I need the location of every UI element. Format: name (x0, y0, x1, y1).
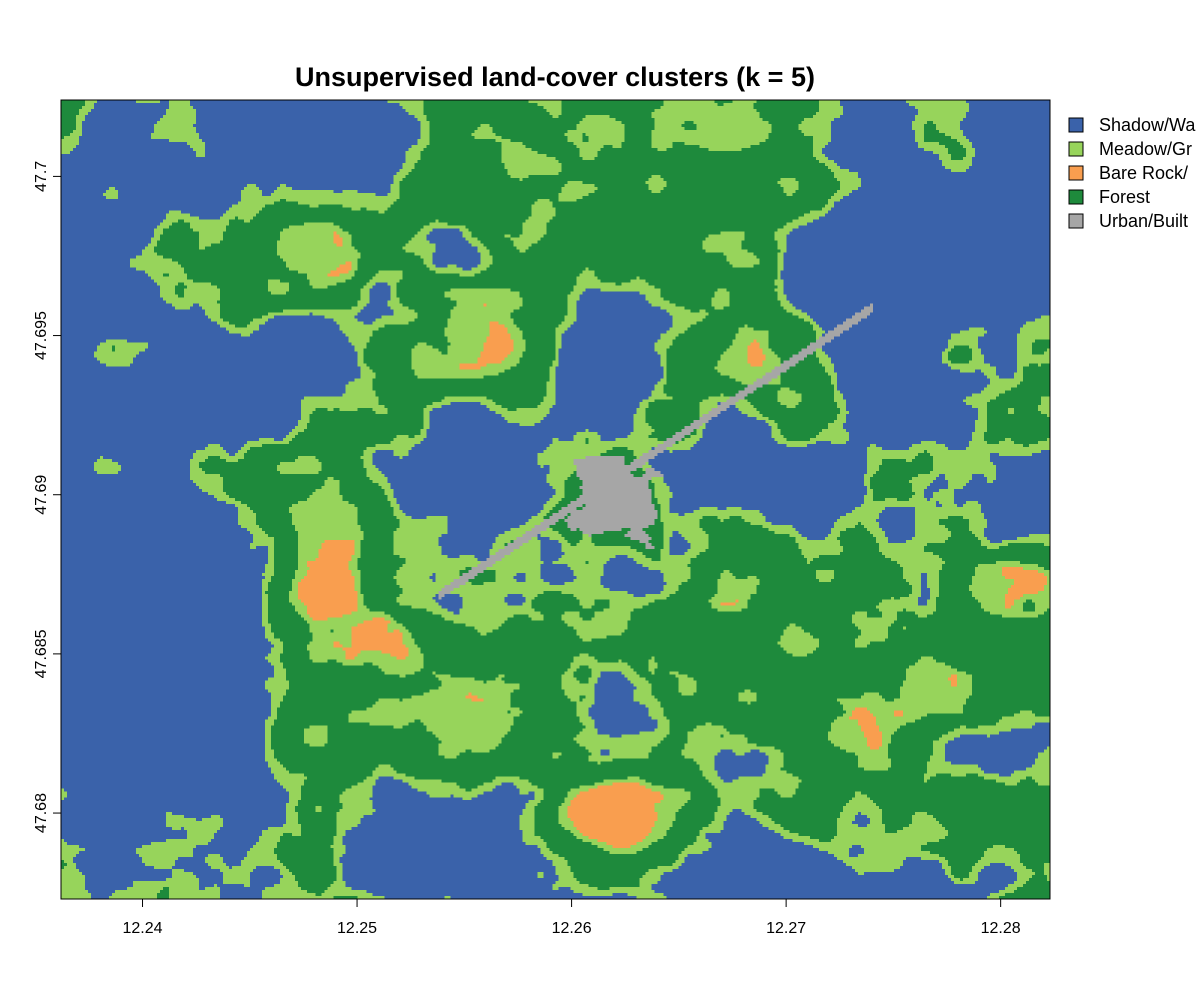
legend-label: Bare Rock/ (1099, 163, 1188, 183)
x-tick-label: 12.24 (122, 920, 162, 937)
y-tick-label: 47.7 (33, 161, 50, 192)
legend-label: Shadow/Wa (1099, 115, 1196, 135)
legend-label: Forest (1099, 187, 1150, 207)
y-tick-label: 47.695 (33, 311, 50, 360)
x-tick-label: 12.27 (766, 920, 806, 937)
x-tick-label: 12.26 (552, 920, 592, 937)
y-axis: 47.68 47.685 47.69 47.695 47.7 (33, 161, 61, 833)
legend-label: Urban/Built (1099, 211, 1188, 231)
legend-swatch (1068, 117, 1084, 133)
legend-swatch (1068, 165, 1084, 181)
x-tick-label: 12.28 (981, 920, 1021, 937)
legend-swatch (1068, 141, 1084, 157)
y-tick-label: 47.69 (33, 475, 50, 515)
x-tick-label: 12.25 (337, 920, 377, 937)
y-tick-label: 47.68 (33, 793, 50, 833)
map-title: Unsupervised land-cover clusters (k = 5) (295, 62, 815, 92)
y-tick-label: 47.685 (33, 629, 50, 678)
legend-swatch (1068, 213, 1084, 229)
x-axis: 12.24 12.25 12.26 12.27 12.28 (122, 899, 1021, 937)
legend-label: Meadow/Gr (1099, 139, 1192, 159)
land-cover-raster (61, 100, 1050, 899)
plot-frame (60, 99, 1051, 900)
legend: Shadow/Wa Meadow/Gr Bare Rock/Forest Urban/… (1068, 115, 1196, 231)
legend-swatch (1068, 189, 1084, 205)
